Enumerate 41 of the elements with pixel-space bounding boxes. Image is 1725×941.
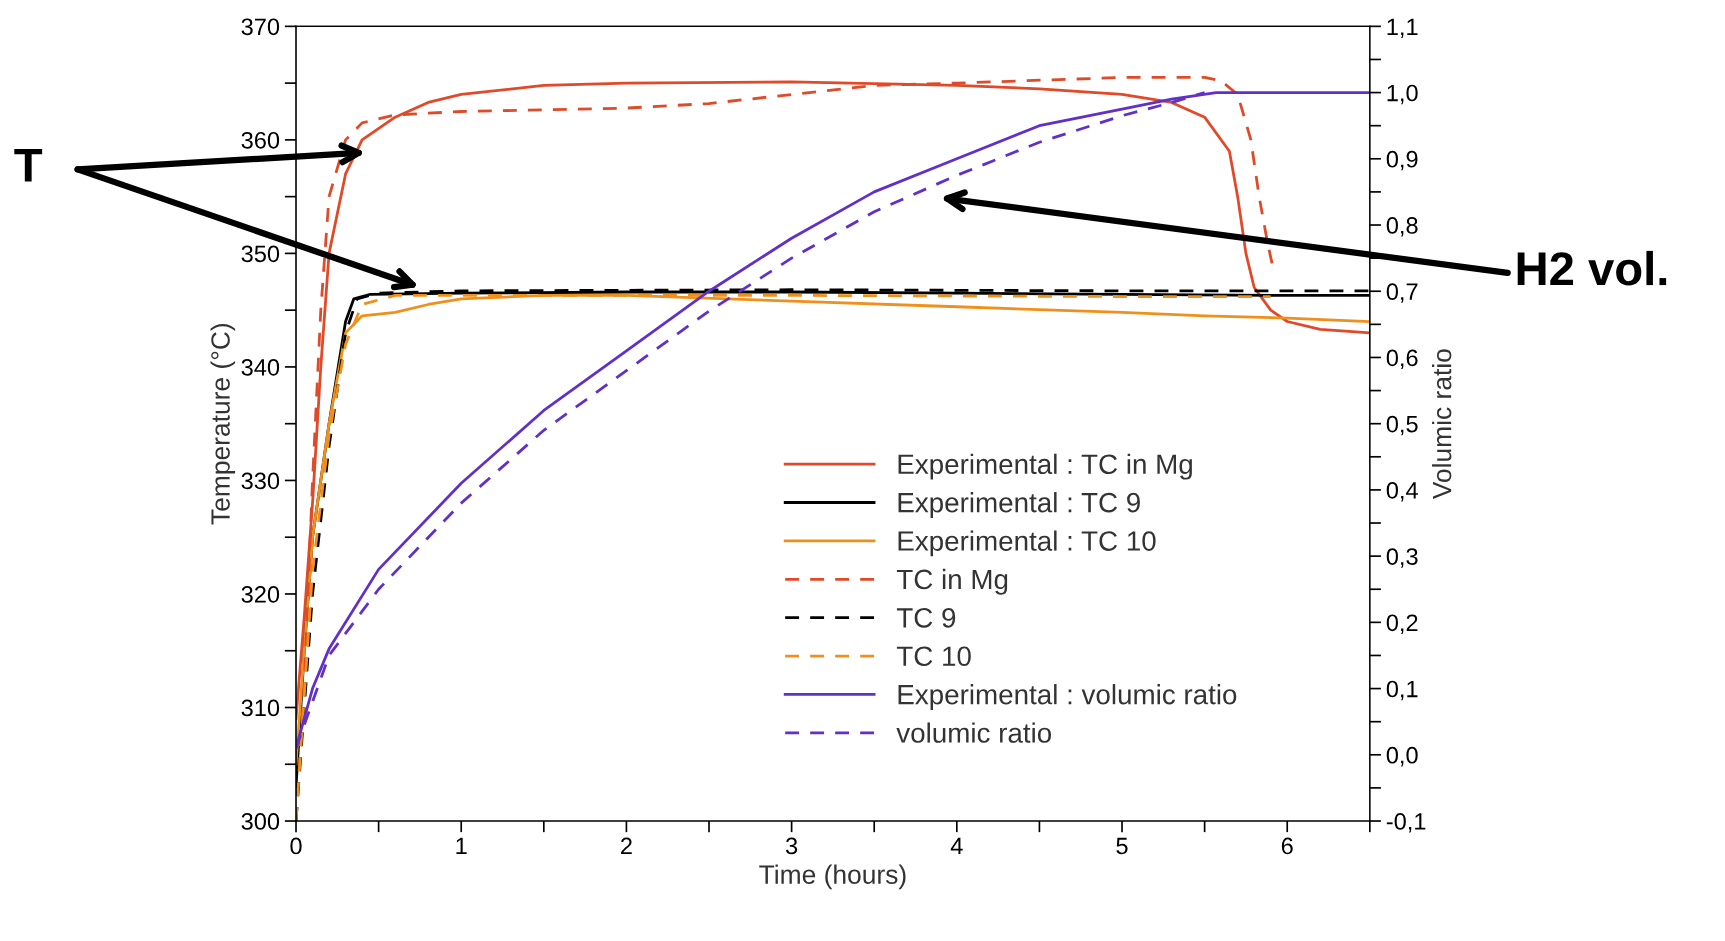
legend-label: volumic ratio [896,722,1052,743]
y2-tick-label: 0,0 [1386,746,1418,767]
y2-tick-label: 0,2 [1386,614,1418,634]
y-tick-label: 330 [241,472,280,490]
y2-tick-label: 0,9 [1386,150,1418,171]
x-tick-label: 6 [1281,837,1293,855]
y-tick-label: 310 [241,699,280,717]
y-tick-label: 350 [241,245,280,263]
x-tick-label: 0 [290,837,302,855]
x-tick-label: 2 [621,837,632,855]
legend-label: Experimental : TC 9 [898,492,1140,518]
y-tick-label: 300 [241,813,280,830]
text: H2 vol. [1517,250,1667,286]
legend-label: Experimental : TC in Mg [898,453,1192,480]
y2-tick-label: 1,0 [1387,84,1418,105]
x-tick-label: 5 [1116,837,1128,855]
y2-tick-label: 0,8 [1386,217,1418,237]
y2-tick-label: 1,1 [1387,18,1418,38]
legend-label: TC in Mg [896,568,1008,595]
y-tick-label: 320 [241,586,280,603]
legend-label: Experimental : volumic ratio [898,684,1237,710]
y2-tick-label: 0,1 [1386,680,1418,701]
y2-tick-label: -0,1 [1386,813,1426,833]
y2-tick-label: 0,3 [1386,548,1418,568]
legend-label: TC 10 [896,646,971,667]
y2-axis-title: Volumic ratio [1432,349,1452,500]
y2-tick-label: 0,4 [1386,481,1418,502]
y2-tick-label: 0,6 [1386,349,1418,370]
y-tick-label: 370 [241,18,280,36]
legend-label: Experimental : TC 10 [898,530,1156,557]
legend-label: TC 9 [896,608,956,628]
x-tick-label: 4 [950,837,963,855]
x-tick-label: 1 [456,837,467,855]
y2-tick-label: 0,5 [1386,415,1418,436]
x-axis-title: Time (hours) [759,864,906,890]
text: T [14,149,43,182]
x-tick-label: 3 [785,837,798,855]
y-tick-label: 360 [241,131,280,149]
y-tick-label: 340 [241,358,280,376]
y2-tick-label: 0,7 [1386,283,1418,303]
y-axis-title: Temperature (°C) [210,323,236,525]
